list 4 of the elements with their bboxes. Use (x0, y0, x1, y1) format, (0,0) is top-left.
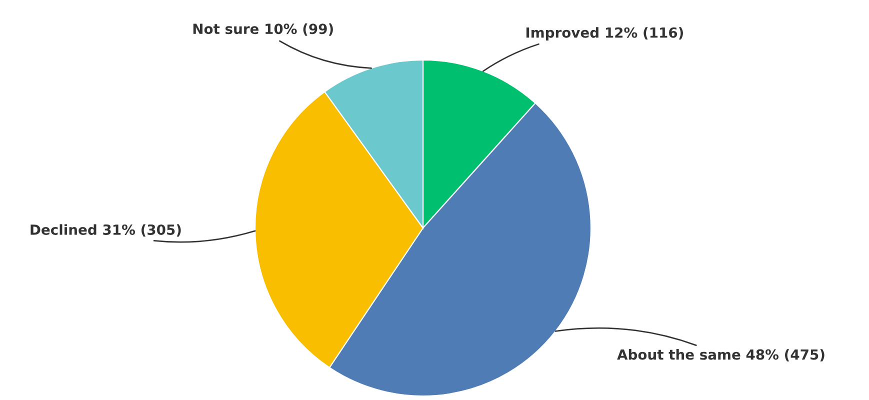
slice-label: About the same 48% (475) (617, 349, 824, 362)
slice-label: Improved 12% (116) (526, 27, 683, 41)
slice-label: Declined 31% (305) (30, 224, 181, 237)
slice-label: Not sure 10% (99) (193, 23, 333, 36)
